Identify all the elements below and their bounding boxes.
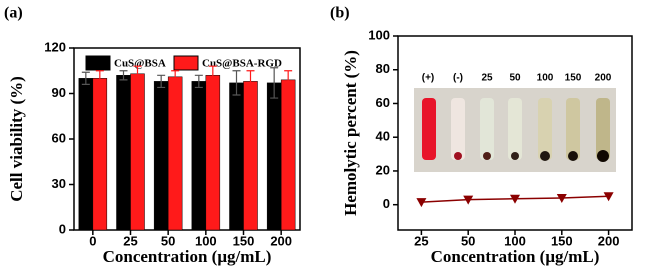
x-tick-label: 25 xyxy=(414,233,428,248)
inset-label: 100 xyxy=(537,73,554,84)
panel-label: (a) xyxy=(4,5,23,22)
y-tick-label: 90 xyxy=(52,85,66,100)
inset-label: 150 xyxy=(565,73,582,84)
x-tick-label: 150 xyxy=(233,233,255,248)
bar xyxy=(153,81,169,231)
bar xyxy=(116,75,131,231)
error-bar xyxy=(157,74,166,89)
x-tick-label: 50 xyxy=(161,233,175,248)
y-tick-label: 0 xyxy=(383,196,390,211)
x-axis-title: Concentration (μg/mL) xyxy=(103,247,272,266)
legend-swatch xyxy=(85,55,111,71)
inset-label: 25 xyxy=(481,73,493,84)
x-tick-label: 100 xyxy=(504,233,526,248)
marker xyxy=(603,192,614,202)
bar xyxy=(78,78,94,231)
inset-label: 200 xyxy=(595,73,612,84)
error-bar xyxy=(232,70,241,96)
bar xyxy=(229,82,244,231)
x-tick-label: 0 xyxy=(89,233,96,248)
legend-label: CuS@BSA-RGD xyxy=(202,58,282,70)
bar xyxy=(130,73,145,231)
x-tick-label: 150 xyxy=(551,233,573,248)
bar xyxy=(92,78,108,231)
y-tick-label: 40 xyxy=(376,129,390,144)
y-tick-label: 60 xyxy=(52,130,66,145)
x-tick-label: 100 xyxy=(195,233,217,248)
x-tick-label: 200 xyxy=(270,233,292,248)
marker xyxy=(556,193,567,203)
error-bar xyxy=(270,67,279,99)
inset-label: (-) xyxy=(453,73,463,84)
inset-label: 50 xyxy=(509,73,521,84)
panel-label: (b) xyxy=(330,5,350,22)
y-tick-label: 120 xyxy=(44,39,66,54)
x-tick-label: 25 xyxy=(123,233,137,248)
marker xyxy=(463,195,474,205)
error-bar xyxy=(133,65,142,82)
legend-label: CuS@BSA xyxy=(114,58,166,70)
bar xyxy=(280,79,296,231)
y-axis-title: Hemolytic percent (%) xyxy=(341,50,360,216)
error-bar xyxy=(284,70,293,90)
bar xyxy=(243,81,258,231)
bar xyxy=(191,81,207,231)
x-axis-title: Concentration (μg/mL) xyxy=(431,247,600,266)
error-bar xyxy=(246,70,255,93)
bar xyxy=(205,75,221,231)
bar xyxy=(266,82,282,231)
error-bar xyxy=(171,70,180,84)
y-tick-label: 100 xyxy=(368,27,390,42)
y-axis-title: Cell viability (%) xyxy=(7,76,26,202)
inset-photo xyxy=(414,88,616,172)
legend-swatch xyxy=(173,55,199,71)
error-bar xyxy=(119,70,128,81)
y-tick-label: 30 xyxy=(52,176,66,191)
plot-frame xyxy=(73,47,301,231)
error-bar xyxy=(194,74,203,89)
marker xyxy=(416,198,427,208)
error-bar xyxy=(208,65,217,85)
y-tick-label: 80 xyxy=(376,61,390,76)
x-tick-label: 50 xyxy=(461,233,475,248)
x-tick-label: 200 xyxy=(598,233,620,248)
y-tick-label: 0 xyxy=(59,221,66,236)
inset-label: (+) xyxy=(422,73,435,84)
error-bar xyxy=(95,70,104,87)
error-bar xyxy=(81,71,90,85)
bar xyxy=(167,76,183,231)
y-tick-label: 60 xyxy=(376,95,390,110)
y-tick-label: 20 xyxy=(376,162,390,177)
marker xyxy=(510,194,520,204)
